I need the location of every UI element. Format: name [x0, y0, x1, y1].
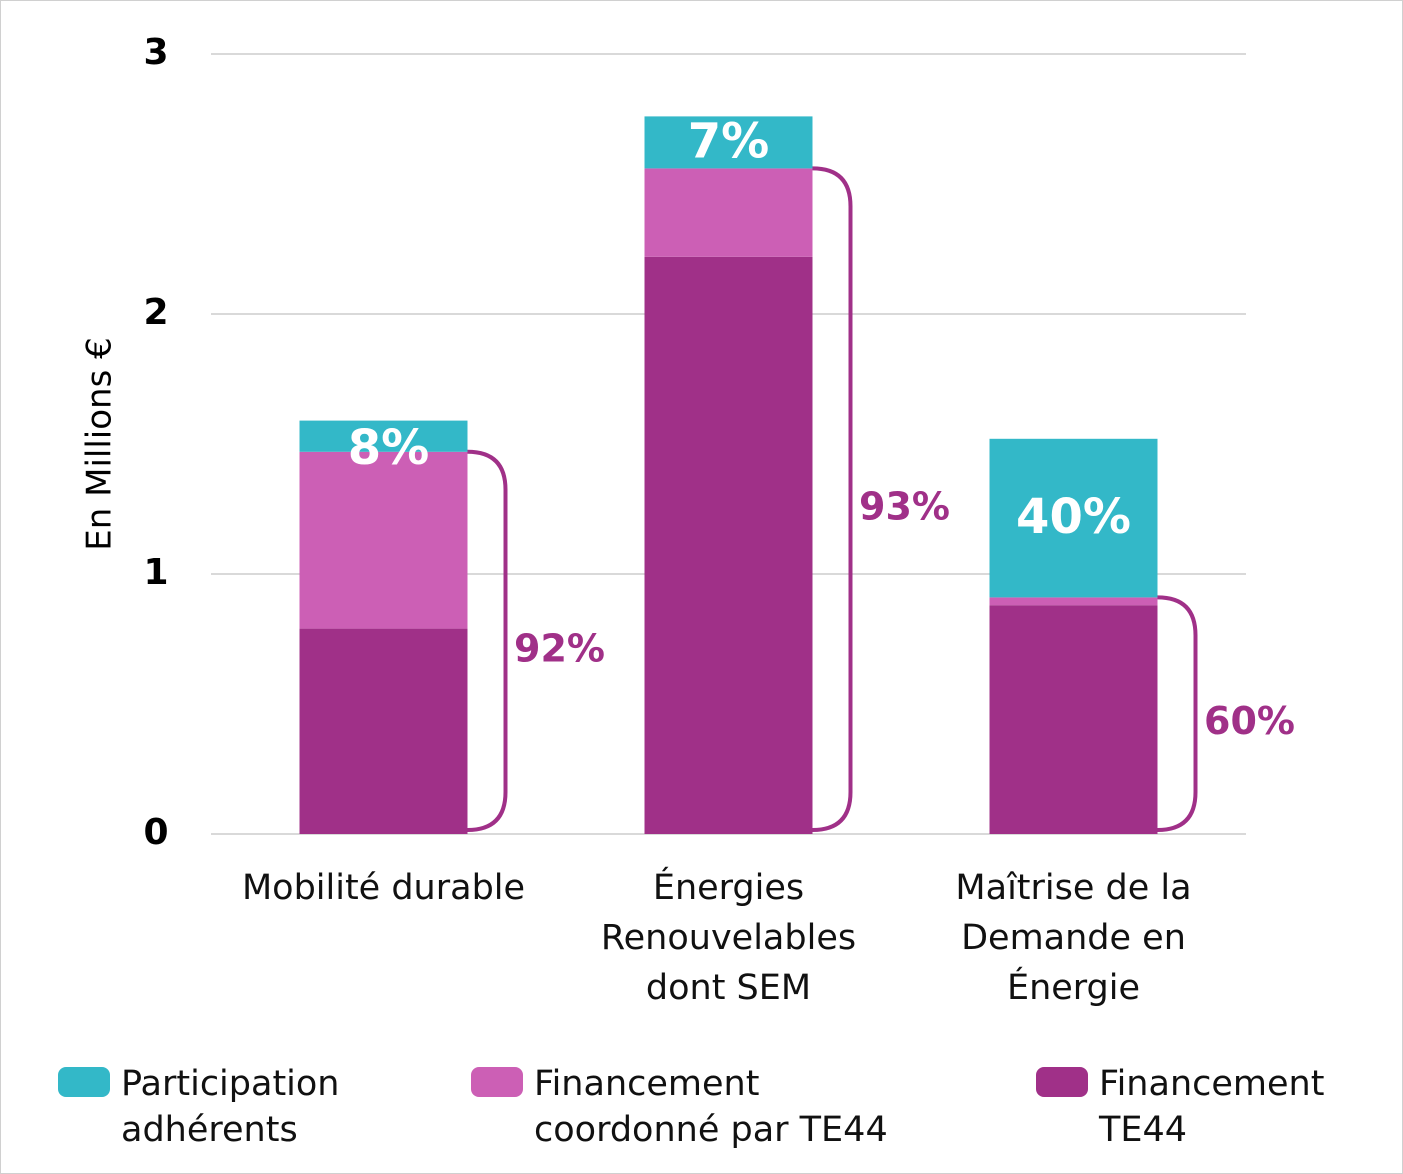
bar-segment — [989, 438, 1158, 598]
share-label: 40% — [1016, 489, 1131, 545]
bracket-label: 92% — [514, 626, 605, 670]
legend-swatch — [58, 1067, 110, 1097]
bar-segment — [644, 168, 813, 257]
bracket-label: 60% — [1204, 699, 1295, 743]
y-tick-label: 1 — [143, 552, 168, 593]
bar-segment — [299, 420, 468, 452]
y-tick-label: 3 — [143, 32, 168, 73]
y-tick-label: 0 — [143, 812, 168, 853]
bracket — [1157, 595, 1198, 832]
x-tick-label: Mobilité durable — [241, 868, 526, 908]
x-tick-label: Énergies Renouvelables dont SEM — [600, 868, 857, 1008]
legend-swatch — [471, 1067, 523, 1097]
y-tick-label: 2 — [143, 292, 168, 333]
bracket — [467, 449, 508, 832]
bar-segment — [299, 628, 468, 834]
bar-segment — [989, 597, 1158, 606]
legend-label: Participation adhérents — [121, 1064, 340, 1150]
share-label: 8% — [348, 420, 430, 476]
legend-swatch — [1036, 1067, 1088, 1097]
legend-label: Financement TE44 — [1099, 1064, 1325, 1150]
bar-segment — [644, 116, 813, 169]
bar-segment — [989, 605, 1158, 834]
bar-segment — [644, 256, 813, 834]
x-tick-label: Maîtrise de la Demande en Énergie — [955, 868, 1192, 1008]
bracket — [812, 166, 853, 832]
bracket-label: 93% — [859, 485, 950, 529]
share-label: 7% — [688, 113, 770, 169]
legend-label: Financement coordonné par TE44 — [534, 1064, 888, 1150]
y-axis-title: En Millions € — [80, 337, 120, 550]
bar-segment — [299, 451, 468, 629]
